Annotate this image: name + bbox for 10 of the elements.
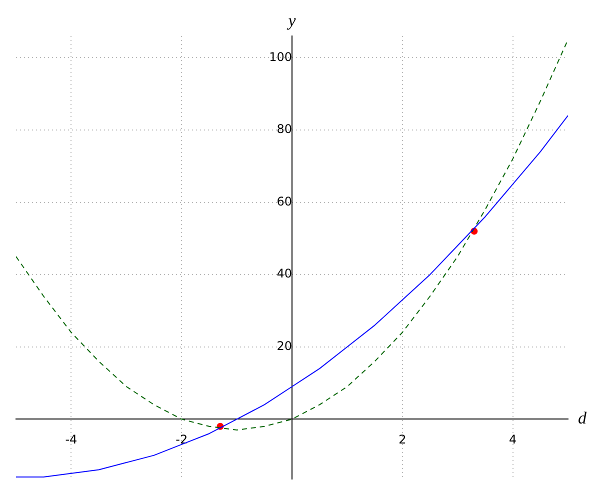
y-tick-label: 40 [276, 266, 292, 281]
x-tick-label: 2 [398, 432, 406, 446]
x-tick-label: 4 [508, 432, 517, 446]
y-tick-label: 100 [269, 50, 292, 64]
y-tick-label: 60 [276, 194, 292, 208]
y-tick-label: 80 [276, 122, 292, 136]
x-axis-title: d [578, 408, 587, 428]
y-axis-title: y [286, 10, 296, 30]
y-tick-label: 20 [276, 338, 292, 353]
x-tick-label: -4 [65, 432, 78, 446]
